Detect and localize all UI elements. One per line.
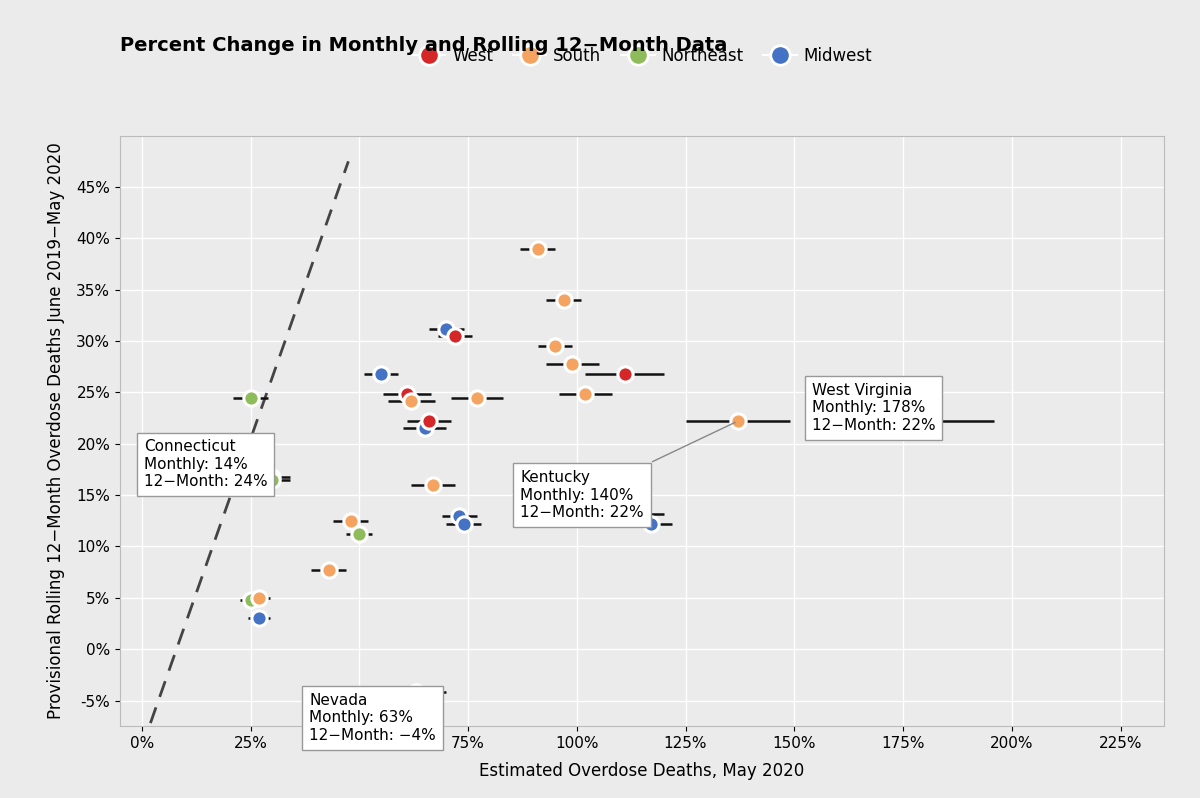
Point (415, 422, 434, 435)
Text: West Virginia
Monthly: 178%
12−Month: 22%: West Virginia Monthly: 178% 12−Month: 22… (811, 383, 935, 433)
Text: Percent Change in Monthly and Rolling 12−Month Data: Percent Change in Monthly and Rolling 12… (120, 36, 727, 55)
Text: Connecticut
Monthly: 14%
12−Month: 24%: Connecticut Monthly: 14% 12−Month: 24% (144, 440, 268, 489)
Point (728, 415, 748, 428)
Point (576, 388, 595, 401)
Point (424, 479, 443, 492)
Point (349, 527, 368, 540)
Point (319, 563, 338, 576)
Point (554, 294, 574, 306)
Point (545, 340, 565, 353)
Point (372, 368, 391, 381)
Point (628, 508, 647, 520)
Point (450, 509, 469, 522)
Point (250, 612, 269, 625)
Point (454, 517, 473, 530)
X-axis label: Estimated Overdose Deaths, May 2020: Estimated Overdose Deaths, May 2020 (479, 762, 805, 780)
Text: Kentucky
Monthly: 140%
12−Month: 22%: Kentucky Monthly: 140% 12−Month: 22% (521, 422, 736, 520)
Point (193, 463, 212, 476)
Point (445, 330, 464, 342)
Point (263, 470, 282, 483)
Point (241, 594, 260, 606)
Point (437, 322, 456, 335)
Point (263, 473, 282, 486)
Point (906, 415, 925, 428)
Point (397, 388, 416, 401)
Point (563, 358, 582, 370)
Point (616, 368, 635, 381)
Text: Nevada
Monthly: 63%
12−Month: −4%: Nevada Monthly: 63% 12−Month: −4% (310, 693, 436, 743)
Y-axis label: Provisional Rolling 12−Month Overdose Deaths June 2019−May 2020: Provisional Rolling 12−Month Overdose De… (47, 143, 65, 719)
Point (467, 391, 486, 404)
Point (402, 394, 421, 407)
Point (406, 686, 426, 699)
Point (250, 591, 269, 604)
Point (528, 243, 547, 255)
Point (641, 517, 660, 530)
Legend: West, South, Northeast, Midwest: West, South, Northeast, Midwest (406, 41, 878, 72)
Point (241, 391, 260, 404)
Point (341, 515, 360, 527)
Point (419, 415, 438, 428)
